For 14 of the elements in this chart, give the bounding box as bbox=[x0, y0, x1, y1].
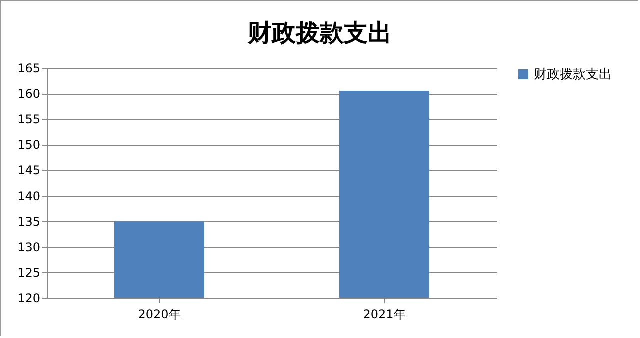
x-tick-label: 2020年 bbox=[138, 308, 181, 322]
legend-label: 财政拨款支出 bbox=[534, 68, 612, 82]
chart-title: 财政拨款支出 bbox=[247, 19, 392, 47]
y-tick-label: 145 bbox=[18, 164, 40, 178]
y-tick-label: 150 bbox=[18, 138, 40, 152]
y-tick-label: 120 bbox=[18, 292, 40, 306]
y-tick-label: 155 bbox=[18, 112, 40, 127]
x-tick-label: 2021年 bbox=[363, 308, 406, 322]
y-tick-label: 135 bbox=[18, 214, 40, 229]
y-tick-label: 165 bbox=[18, 62, 40, 76]
y-tick-label: 130 bbox=[18, 240, 40, 254]
y-tick-label: 140 bbox=[18, 189, 40, 204]
y-tick-label: 160 bbox=[18, 87, 40, 102]
y-tick-label: 125 bbox=[18, 266, 40, 280]
